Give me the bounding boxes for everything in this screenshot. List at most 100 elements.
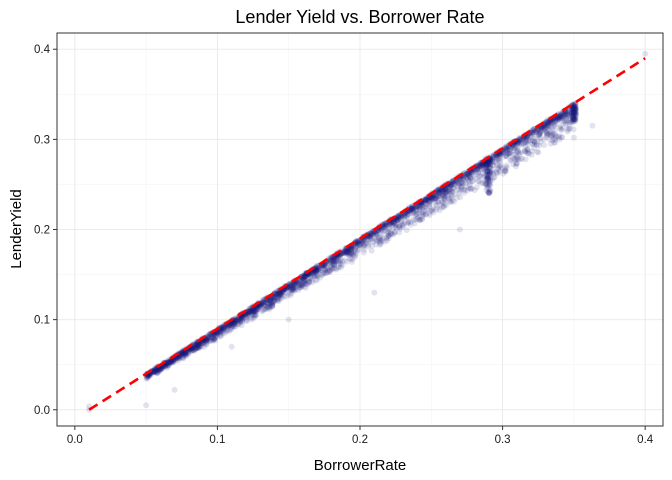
- scatter-point: [327, 257, 334, 264]
- scatter-point: [490, 174, 497, 181]
- scatter-point: [348, 246, 355, 253]
- scatter-point: [275, 298, 282, 305]
- scatter-point: [269, 302, 276, 309]
- scatter-point: [445, 187, 452, 194]
- scatter-point: [370, 230, 377, 237]
- scatter-point: [512, 144, 518, 151]
- scatter-point: [434, 193, 441, 200]
- scatter-point: [369, 242, 376, 249]
- scatter-point: [462, 180, 469, 187]
- scatter-point: [562, 110, 569, 117]
- scatter-point: [272, 290, 279, 297]
- scatter-point: [474, 166, 481, 173]
- scatter-point: [422, 200, 429, 207]
- scatter-point: [208, 334, 215, 341]
- scatter-point: [195, 339, 202, 346]
- scatter-point: [146, 373, 153, 379]
- scatter-point: [380, 224, 387, 231]
- scatter-point: [485, 160, 492, 167]
- scatter-point: [386, 222, 393, 228]
- scatter-point: [151, 367, 158, 374]
- scatter-point: [395, 213, 402, 220]
- scatter-point: [461, 189, 468, 196]
- scatter-point: [386, 225, 393, 231]
- scatter-point: [180, 349, 187, 356]
- scatter-point: [181, 352, 188, 359]
- scatter-point: [262, 299, 269, 305]
- scatter-point: [343, 248, 350, 255]
- scatter-point: [371, 235, 378, 241]
- scatter-point: [413, 203, 420, 210]
- x-tick-label: 0.1: [209, 434, 225, 446]
- scatter-point: [552, 133, 559, 140]
- scatter-point: [559, 113, 566, 120]
- scatter-point: [420, 211, 427, 218]
- scatter-point: [361, 237, 367, 244]
- scatter-point: [519, 136, 526, 143]
- scatter-point: [269, 302, 276, 309]
- scatter-point: [485, 159, 492, 165]
- scatter-point: [209, 337, 216, 344]
- scatter-point: [642, 50, 649, 57]
- scatter-point: [236, 319, 243, 326]
- scatter-point: [572, 113, 579, 120]
- scatter-point: [308, 270, 315, 277]
- scatter-point: [331, 260, 338, 267]
- scatter-point: [572, 111, 579, 118]
- scatter-point: [228, 343, 235, 350]
- scatter-point: [422, 197, 429, 204]
- scatter-point: [485, 174, 492, 181]
- scatter-point: [421, 196, 428, 203]
- scatter-point: [271, 294, 278, 301]
- scatter-point: [559, 127, 565, 134]
- scatter-point: [568, 109, 575, 116]
- scatter-point: [270, 299, 277, 306]
- scatter-point: [555, 116, 561, 123]
- scatter-point: [249, 306, 256, 312]
- scatter-point: [427, 194, 434, 201]
- scatter-point: [165, 359, 172, 366]
- scatter-point: [178, 352, 184, 359]
- scatter-point: [530, 129, 537, 136]
- scatter-point: [485, 176, 492, 183]
- scatter-point: [475, 169, 482, 176]
- scatter-point: [315, 265, 322, 272]
- scatter-point: [522, 136, 529, 143]
- scatter-point: [338, 264, 345, 271]
- scatter-point: [458, 180, 465, 187]
- scatter-point: [305, 275, 312, 282]
- scatter-point: [158, 365, 165, 372]
- scatter-point: [433, 192, 440, 199]
- scatter-point: [446, 189, 453, 196]
- scatter-point: [510, 161, 517, 168]
- scatter-point: [393, 214, 400, 221]
- scatter-point: [333, 257, 340, 264]
- scatter-point: [192, 341, 199, 348]
- scatter-point: [253, 312, 259, 319]
- scatter-point: [522, 138, 529, 145]
- scatter-point: [287, 281, 294, 288]
- scatter-point: [555, 114, 562, 121]
- scatter-point: [356, 246, 363, 253]
- scatter-point: [571, 115, 578, 122]
- scatter-point: [273, 291, 280, 298]
- scatter-point: [508, 157, 515, 163]
- scatter-point: [195, 343, 202, 350]
- scatter-point: [249, 308, 256, 315]
- scatter-point: [532, 128, 539, 135]
- scatter-point: [522, 156, 529, 163]
- scatter-point: [422, 211, 429, 218]
- scatter-point: [151, 368, 158, 375]
- scatter-point: [254, 304, 261, 311]
- scatter-point: [410, 205, 417, 212]
- scatter-point: [313, 268, 320, 275]
- scatter-point: [441, 187, 448, 194]
- scatter-point: [251, 312, 258, 319]
- scatter-point: [483, 181, 490, 188]
- scatter-point: [570, 116, 577, 123]
- scatter-point: [296, 277, 303, 284]
- scatter-point: [247, 312, 254, 319]
- scatter-point: [524, 146, 531, 153]
- scatter-point: [384, 227, 391, 234]
- scatter-point: [286, 283, 293, 290]
